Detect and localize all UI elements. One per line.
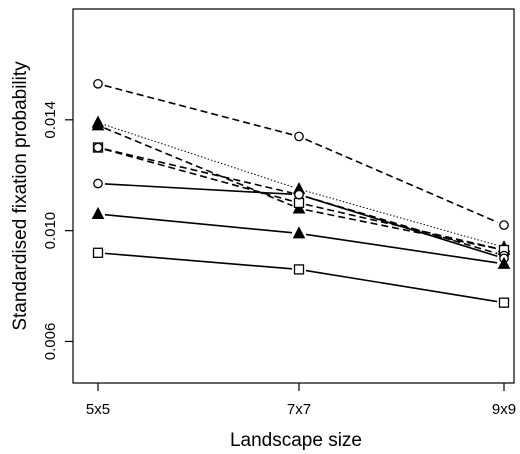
series-line-segment bbox=[104, 213, 293, 234]
circle-marker bbox=[294, 189, 304, 200]
square-marker bbox=[293, 264, 305, 275]
circle-marker bbox=[499, 220, 509, 230]
series-line-segment bbox=[104, 124, 293, 188]
series-line-segment bbox=[104, 252, 293, 270]
y-tick-label: 0.010 bbox=[42, 212, 59, 250]
chart-marks bbox=[91, 78, 511, 308]
series-line-segment bbox=[305, 269, 498, 303]
triangle-marker bbox=[497, 256, 511, 269]
x-tick-label: 5x5 bbox=[86, 401, 110, 418]
triangle-marker bbox=[91, 206, 105, 220]
circle-marker bbox=[93, 178, 103, 189]
circle-marker bbox=[93, 78, 103, 89]
triangle-marker bbox=[292, 226, 306, 239]
series-line-segment bbox=[305, 195, 498, 258]
square-marker bbox=[92, 247, 104, 258]
x-tick-label: 7x7 bbox=[287, 401, 311, 418]
series-line-segment bbox=[305, 138, 498, 224]
triangle-marker bbox=[91, 118, 105, 131]
axes: 5x5 7x7 9x9 0.006 0.010 0.014 bbox=[42, 101, 516, 418]
x-axis-title: Landscape size bbox=[230, 430, 362, 451]
y-axis-title: Standardised fixation probability bbox=[10, 61, 31, 331]
square-marker bbox=[293, 197, 305, 209]
series-line-segment bbox=[305, 209, 498, 250]
y-tick-label: 0.014 bbox=[42, 101, 59, 139]
series-line-segment bbox=[104, 183, 293, 196]
series-line-segment bbox=[305, 233, 498, 264]
series-line-segment bbox=[104, 148, 293, 194]
x-tick-label: 9x9 bbox=[492, 401, 516, 418]
series-6 bbox=[93, 178, 509, 264]
circle-marker bbox=[93, 142, 103, 153]
circle-marker bbox=[294, 131, 304, 142]
square-marker bbox=[498, 297, 510, 308]
series-line-segment bbox=[305, 190, 498, 246]
series-7 bbox=[91, 206, 511, 269]
y-tick-label: 0.006 bbox=[42, 323, 59, 361]
plot-frame bbox=[72, 8, 515, 384]
series-8 bbox=[92, 247, 510, 308]
series-line-segment bbox=[104, 84, 293, 136]
series-1 bbox=[93, 78, 509, 230]
